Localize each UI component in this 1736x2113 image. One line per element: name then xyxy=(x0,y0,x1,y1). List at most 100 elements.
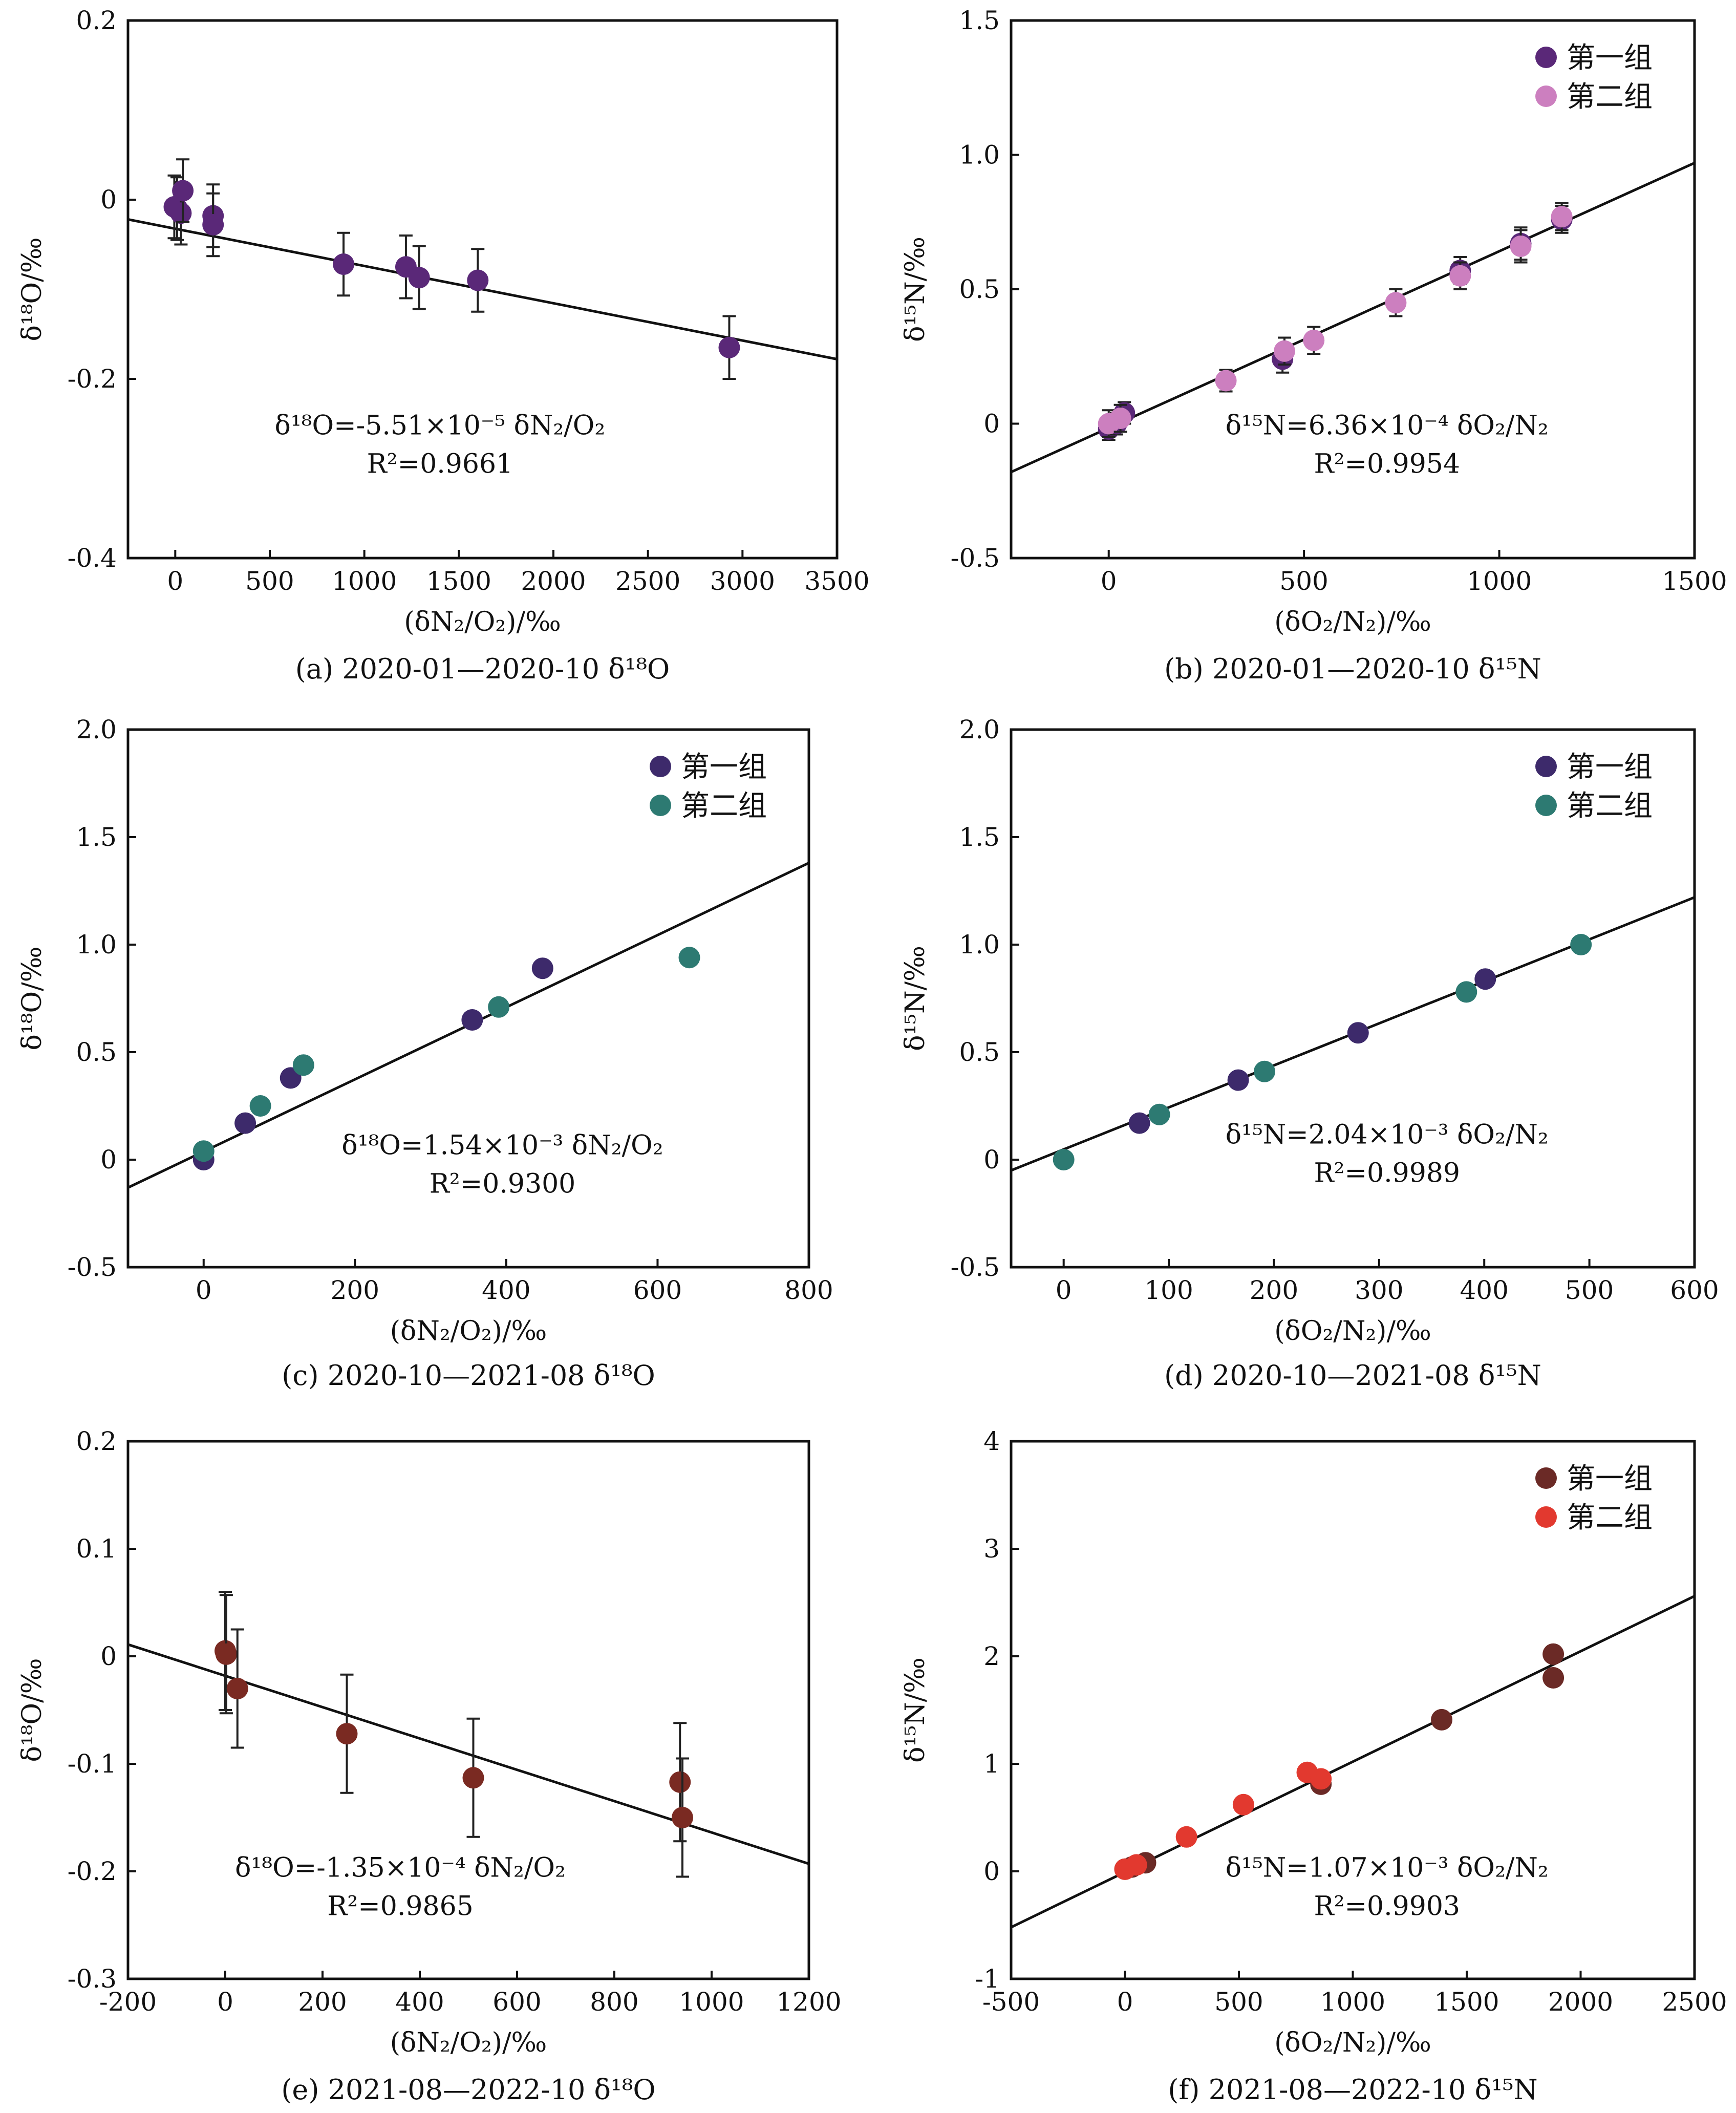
panel-a: 0 500 1000 1500 2000 2500 3000 3500 -0.4 -0.2 0 0.2… xyxy=(17,6,870,685)
series-2 xyxy=(192,947,700,1162)
legend-label: 第一组 xyxy=(1567,41,1653,75)
data-point xyxy=(531,957,553,979)
y-tick-label: 0.5 xyxy=(959,1037,1000,1067)
x-tick-label: 300 xyxy=(1355,1275,1403,1305)
y-tick-label: 1.0 xyxy=(959,140,1000,170)
series-1 xyxy=(215,1591,693,1878)
legend-marker xyxy=(1535,1467,1557,1489)
x-tick-label: 400 xyxy=(482,1275,530,1305)
x-tick-label: 3500 xyxy=(804,566,869,596)
data-point xyxy=(170,202,192,224)
data-point xyxy=(292,1054,314,1076)
legend-label: 第二组 xyxy=(681,789,767,823)
y-axis-label: δ¹⁵N/‰ xyxy=(900,946,931,1051)
y-tick-label: 1.5 xyxy=(959,822,1000,852)
r-squared: R²=0.9865 xyxy=(327,1891,474,1922)
x-tick-label: 1000 xyxy=(1320,1987,1385,2017)
data-point xyxy=(1347,1022,1369,1044)
data-point xyxy=(488,996,510,1018)
x-tick-label: 0 xyxy=(217,1987,233,2017)
data-point xyxy=(192,1140,215,1162)
legend-marker xyxy=(1535,795,1557,816)
panel-caption: (a) 2020-01—2020-10 δ¹⁸O xyxy=(295,653,670,685)
x-axis-label: (δO₂/N₂)/‰ xyxy=(1274,1316,1431,1347)
legend-label: 第一组 xyxy=(1567,1462,1653,1496)
x-tick-label: 500 xyxy=(245,566,294,596)
panel-d: 0 100 200 300 400 500 600 -0.5 0 0.5 1.0 1.5 2.0 (δO₂… xyxy=(900,715,1719,1392)
y-tick-label: -0.2 xyxy=(68,364,117,394)
x-tick-label: 800 xyxy=(784,1275,833,1305)
panel-caption: (c) 2020-10—2021-08 δ¹⁸O xyxy=(282,1359,655,1392)
data-point xyxy=(1253,1060,1275,1082)
legend-marker xyxy=(650,756,671,777)
data-point xyxy=(1542,1667,1564,1689)
x-tick-label: 2500 xyxy=(1662,1987,1727,2017)
data-point xyxy=(678,947,700,969)
data-point xyxy=(172,180,194,202)
x-tick-label: 1500 xyxy=(426,566,491,596)
data-point xyxy=(672,1807,693,1828)
data-point xyxy=(249,1095,271,1117)
y-tick-label: -0.1 xyxy=(68,1749,117,1779)
data-point xyxy=(718,336,740,358)
data-point xyxy=(669,1771,691,1793)
x-tick-label: 500 xyxy=(1565,1275,1614,1305)
data-point xyxy=(1449,265,1471,287)
x-tick-label: 0 xyxy=(1101,566,1117,596)
y-tick-label: 1.5 xyxy=(959,6,1000,35)
x-tick-label: 600 xyxy=(492,1987,541,2017)
y-axis-label: δ¹⁸O/‰ xyxy=(17,238,48,342)
data-point xyxy=(1128,1112,1150,1134)
x-tick-label: 500 xyxy=(1214,1987,1263,2017)
data-point xyxy=(1175,1826,1197,1848)
x-tick-label: 0 xyxy=(167,566,183,596)
data-point xyxy=(1385,292,1407,314)
data-point xyxy=(1474,968,1496,990)
x-tick-label: -500 xyxy=(982,1987,1040,2017)
y-tick-label: -0.5 xyxy=(68,1252,117,1282)
panel-caption: (f) 2021-08—2022-10 δ¹⁵N xyxy=(1168,2074,1537,2106)
r-squared: R²=0.9989 xyxy=(1314,1158,1460,1189)
y-tick-label: 0.1 xyxy=(76,1534,117,1564)
y-tick-label: 0 xyxy=(983,1145,1000,1175)
x-tick-label: 0 xyxy=(196,1275,212,1305)
regression-equation: δ¹⁸O=-1.35×10⁻⁴ δN₂/O₂ xyxy=(235,1853,566,1884)
series-2 xyxy=(1098,202,1573,438)
data-point xyxy=(1125,1854,1147,1876)
y-tick-label: 0 xyxy=(100,1641,117,1671)
x-tick-label: 600 xyxy=(633,1275,682,1305)
data-point xyxy=(202,214,224,236)
data-point xyxy=(461,1009,483,1031)
x-tick-label: 200 xyxy=(1250,1275,1298,1305)
legend-label: 第二组 xyxy=(1567,80,1653,114)
plot-frame xyxy=(126,1440,810,1980)
data-point xyxy=(1053,1149,1075,1170)
data-point xyxy=(1215,370,1237,392)
panel-b: 0 500 1000 1500 -0.5 0 0.5 1.0 1.5 (δO₂/N₂)/‰ δ¹⁵N… xyxy=(900,6,1727,685)
x-axis-label: (δN₂/O₂)/‰ xyxy=(390,1316,547,1347)
data-point xyxy=(215,1643,237,1665)
x-tick-label: 1200 xyxy=(776,1987,841,2017)
legend-marker xyxy=(1535,86,1557,107)
x-tick-label: 500 xyxy=(1279,566,1328,596)
y-tick-label: 1 xyxy=(983,1749,1000,1779)
y-tick-label: 0 xyxy=(100,185,117,215)
y-axis-label: δ¹⁵N/‰ xyxy=(900,237,931,342)
y-tick-label: 1.0 xyxy=(76,930,117,959)
data-point xyxy=(333,253,355,275)
legend-marker xyxy=(650,795,671,816)
data-point xyxy=(408,267,430,289)
r-squared: R²=0.9954 xyxy=(1314,449,1460,480)
x-tick-label: 200 xyxy=(331,1275,379,1305)
panel-caption: (e) 2021-08—2022-10 δ¹⁸O xyxy=(281,2074,655,2106)
x-tick-label: 0 xyxy=(1056,1275,1072,1305)
x-tick-label: 400 xyxy=(395,1987,444,2017)
data-point xyxy=(467,269,489,291)
x-tick-label: 600 xyxy=(1670,1275,1719,1305)
x-tick-label: 1000 xyxy=(332,566,397,596)
y-tick-label: 4 xyxy=(983,1426,1000,1456)
panel-caption: (d) 2020-10—2021-08 δ¹⁵N xyxy=(1164,1359,1541,1392)
x-tick-label: 2000 xyxy=(1548,1987,1613,2017)
legend-label: 第一组 xyxy=(1567,751,1653,784)
series-2 xyxy=(1053,934,1592,1170)
